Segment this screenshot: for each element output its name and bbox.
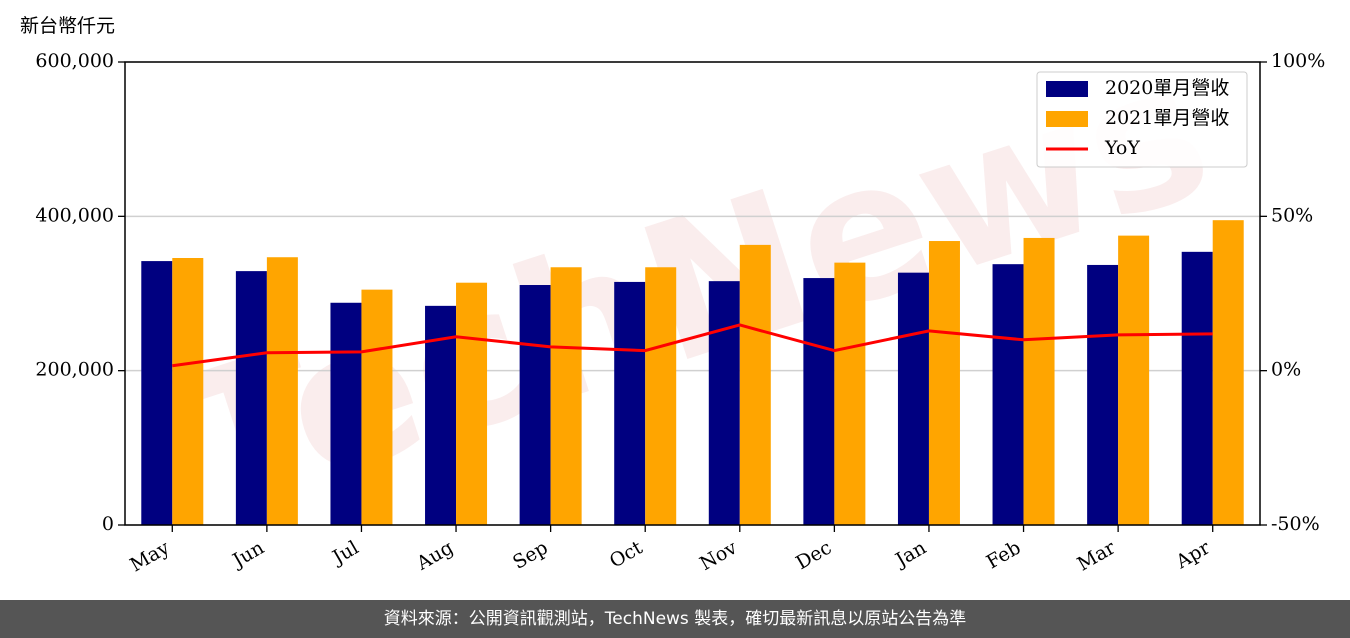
bar <box>992 264 1024 525</box>
bar <box>1118 235 1150 525</box>
unit-label: 新台幣仟元 <box>20 15 115 37</box>
x-tick-label: Nov <box>696 536 741 575</box>
x-tick-label: Aug <box>412 537 457 576</box>
bar <box>897 272 929 525</box>
bar <box>550 267 582 525</box>
y2-tick-label: 0% <box>1271 359 1301 381</box>
plot-frame <box>124 61 1261 526</box>
x-tick-label: May <box>126 536 173 576</box>
bar <box>1181 251 1213 525</box>
bar <box>834 262 866 525</box>
footer-text: 資料來源：公開資訊觀測站，TechNews 製表，確切最新訊息以原站公告為準 <box>384 609 966 629</box>
y-tick-label: 0 <box>102 513 114 535</box>
bar <box>614 281 646 525</box>
bar <box>330 302 362 525</box>
bar <box>141 261 173 525</box>
bar <box>928 241 960 525</box>
legend-label: 2021單月營收 <box>1105 107 1229 129</box>
bar <box>425 305 457 525</box>
x-tick-label: Feb <box>983 537 1025 574</box>
bar <box>1212 220 1244 526</box>
bar <box>708 281 740 525</box>
y2-tick-label: 50% <box>1271 204 1313 226</box>
x-tick-label: Dec <box>792 537 835 575</box>
x-tick-label: Apr <box>1172 536 1215 573</box>
x-tick-label: Jul <box>327 537 362 570</box>
bar <box>235 271 267 525</box>
legend-label: YoY <box>1104 137 1140 159</box>
legend-label: 2020單月營收 <box>1105 77 1229 99</box>
x-tick-label: Oct <box>606 536 647 572</box>
bar <box>803 278 835 525</box>
bar <box>172 258 204 525</box>
y2-tick-label: -50% <box>1271 513 1320 535</box>
bar <box>266 257 298 525</box>
legend-box <box>1036 71 1248 168</box>
y-tick-label: 200,000 <box>35 359 114 381</box>
bar <box>645 267 677 525</box>
bar <box>361 289 393 525</box>
footer: 資料來源：公開資訊觀測站，TechNews 製表，確切最新訊息以原站公告為準 <box>0 600 1350 638</box>
x-tick-label: Jan <box>890 537 930 573</box>
y-tick-label: 600,000 <box>35 50 114 72</box>
line <box>172 323 1213 368</box>
footer-bar <box>0 600 1350 638</box>
bar <box>1023 237 1055 525</box>
x-tick-label: Sep <box>509 537 552 574</box>
y-tick-label: 400,000 <box>35 204 114 226</box>
legend-swatch <box>1046 111 1088 127</box>
legend-swatch <box>1046 81 1088 97</box>
x-tick-label: Mar <box>1074 536 1120 575</box>
y2-tick-label: 100% <box>1271 50 1325 72</box>
bar <box>739 244 771 525</box>
bar <box>456 282 488 525</box>
bar <box>519 285 551 525</box>
bar <box>1087 264 1119 525</box>
